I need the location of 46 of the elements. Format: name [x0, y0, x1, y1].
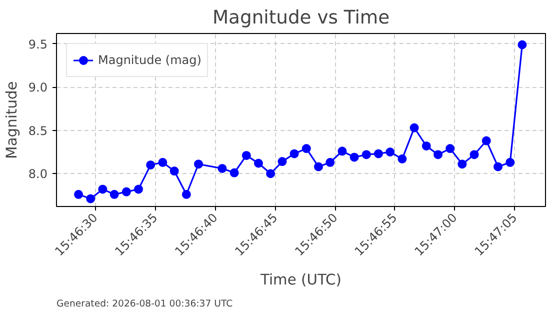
point — [446, 144, 455, 154]
point — [218, 164, 227, 173]
y-tick-label: 9.5 — [28, 37, 48, 52]
point — [290, 149, 299, 158]
chart-title: Magnitude vs Time — [212, 8, 390, 28]
point — [326, 158, 335, 167]
legend-label: Magnitude (mag) — [98, 53, 202, 67]
point — [338, 146, 347, 156]
point — [506, 158, 515, 167]
point — [458, 160, 467, 169]
point — [170, 166, 179, 176]
point — [194, 160, 203, 169]
point — [98, 184, 108, 194]
point — [74, 190, 84, 199]
point — [398, 154, 407, 164]
point — [374, 149, 383, 158]
y-tick-label: 8.5 — [28, 124, 48, 138]
point — [410, 123, 419, 132]
text: Generated: 2026-08-01 00:36:37 UTC — [56, 298, 233, 310]
point — [278, 157, 287, 166]
point — [314, 162, 323, 172]
point — [146, 160, 156, 170]
point — [518, 40, 527, 50]
point — [182, 190, 191, 199]
point — [350, 152, 359, 162]
point — [134, 184, 144, 194]
point — [122, 187, 131, 196]
point — [422, 141, 431, 150]
point — [470, 150, 479, 160]
point — [386, 148, 395, 156]
y-tick-label: 8.0 — [28, 167, 48, 182]
point — [158, 158, 168, 167]
point — [230, 168, 239, 178]
point — [110, 190, 119, 199]
point — [266, 169, 276, 178]
y-axis-title: Magnitude — [3, 81, 20, 159]
point — [482, 136, 491, 146]
point — [494, 162, 503, 172]
point — [254, 158, 263, 168]
point — [242, 150, 251, 160]
point — [434, 150, 443, 160]
point — [362, 150, 371, 160]
y-tick-label: 9.0 — [28, 80, 48, 95]
point — [86, 194, 96, 204]
point — [302, 144, 311, 154]
x-axis-title: Time (UTC) — [259, 272, 342, 289]
